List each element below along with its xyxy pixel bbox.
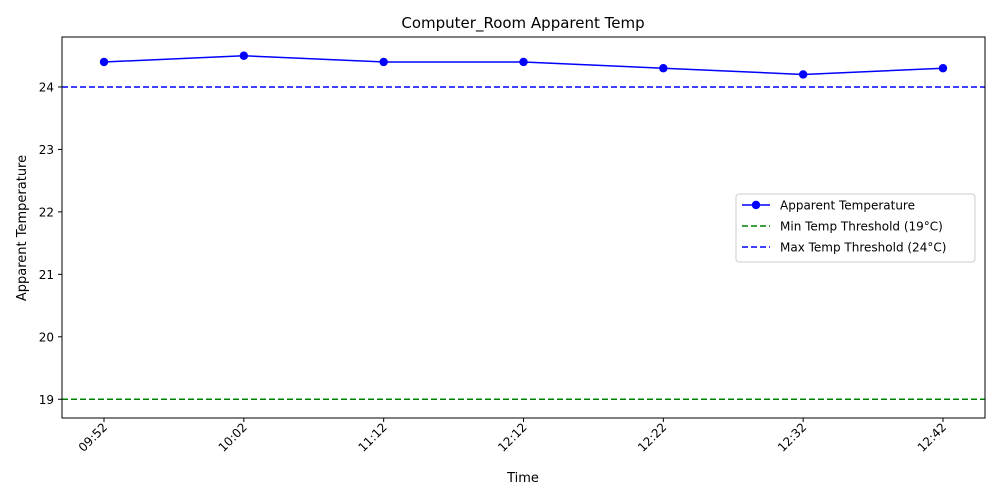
y-tick-label: 23 xyxy=(39,143,54,157)
x-tick-label: 12:32 xyxy=(775,420,809,454)
y-tick-label: 19 xyxy=(39,393,54,407)
x-tick-label: 12:22 xyxy=(635,420,669,454)
legend-box xyxy=(735,193,976,263)
data-point xyxy=(379,57,388,67)
data-point xyxy=(659,64,668,73)
y-tick-label: 22 xyxy=(39,205,54,219)
x-tick-label: 09:52 xyxy=(76,420,110,454)
chart-title: Computer_Room Apparent Temp xyxy=(401,14,644,33)
legend: Apparent Temperature Min Temp Threshold (… xyxy=(735,193,976,263)
plot-area: 19 20 21 22 23 24 09:52 10:02 11:12 12:12 12:22 12:… xyxy=(39,36,986,455)
x-axis-label: Time xyxy=(506,471,539,486)
legend-marker xyxy=(751,200,761,210)
x-tick-label: 12:12 xyxy=(495,420,529,454)
y-tick-label: 21 xyxy=(39,268,54,282)
data-point xyxy=(239,51,249,60)
y-axis-label: Apparent Temperature xyxy=(15,155,30,301)
data-point xyxy=(99,57,109,67)
legend-label: Max Temp Threshold (24°C) xyxy=(780,241,946,255)
legend-label: Min Temp Threshold (19°C) xyxy=(780,220,943,234)
y-tick-label: 20 xyxy=(39,330,54,344)
legend-label: Apparent Temperature xyxy=(780,199,915,213)
x-tick-label: 11:12 xyxy=(355,420,389,454)
x-tick-label: 12:42 xyxy=(915,420,949,454)
y-tick-label: 24 xyxy=(39,80,54,94)
data-point xyxy=(798,70,808,79)
data-point xyxy=(938,64,948,73)
data-point xyxy=(519,57,528,67)
x-tick-label: 10:02 xyxy=(216,420,250,454)
